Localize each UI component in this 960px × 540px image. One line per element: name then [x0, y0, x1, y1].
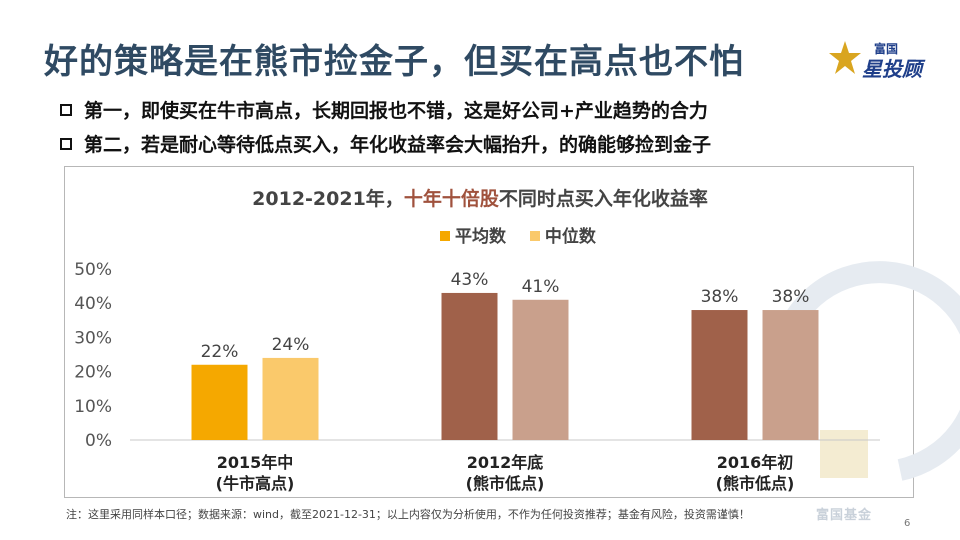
data-label: 22% [201, 342, 239, 362]
bar [441, 292, 498, 440]
chart-title-prefix: 2012-2021年， [252, 188, 404, 210]
footnote: 注：这里采用同样本口径；数据来源：wind，截至2021-12-31；以上内容仅… [66, 508, 750, 521]
bullet-point-2: 第二，若是耐心等待低点买入，年化收益率会大幅抬升，的确能够捡到金子 [60, 130, 711, 157]
bar [762, 310, 819, 440]
chart-title-highlight: 十年十倍股 [403, 188, 499, 210]
x-tick-label: (熊市低点) [466, 474, 545, 493]
data-label: 38% [772, 287, 810, 307]
y-tick-label: 0% [85, 431, 112, 451]
legend-item-median: 中位数 [529, 227, 596, 247]
data-label: 38% [701, 287, 739, 307]
y-tick-label: 10% [74, 397, 112, 417]
watermark-text: 富国基金 [816, 508, 873, 523]
bullet-point-1: 第一，即使买在牛市高点，长期回报也不错，这是好公司+产业趋势的合力 [60, 96, 708, 123]
slide-title: 好的策略是在熊市捡金子，但买在高点也不怕 [44, 42, 744, 82]
data-label: 41% [522, 277, 560, 297]
bar [512, 299, 569, 440]
legend-label-mean: 平均数 [455, 227, 506, 247]
star-icon [829, 41, 861, 74]
data-label: 43% [451, 270, 489, 290]
x-tick-label: 2016年初 [717, 453, 794, 472]
square-bullet-icon [60, 138, 72, 150]
bullet-text-1: 第一，即使买在牛市高点，长期回报也不错，这是好公司+产业趋势的合力 [84, 100, 708, 122]
data-label: 24% [272, 335, 310, 355]
legend-label-median: 中位数 [544, 227, 596, 247]
page-number: 6 [904, 518, 911, 529]
y-tick-label: 50% [74, 260, 112, 280]
y-tick-label: 30% [74, 328, 112, 348]
brand-logo: 富国 星投顾 [828, 38, 924, 82]
bar [262, 357, 319, 440]
y-tick-label: 40% [74, 294, 112, 314]
x-tick-label: (牛市高点) [216, 474, 295, 493]
y-tick-label: 20% [74, 363, 112, 383]
logo-big-text: 星投顾 [862, 57, 922, 81]
square-bullet-icon [60, 104, 72, 116]
chart-title: 2012-2021年，十年十倍股不同时点买入年化收益率 [0, 184, 960, 211]
legend-swatch-mean [440, 231, 450, 241]
legend-swatch-median [529, 231, 540, 241]
bar [191, 364, 248, 440]
x-tick-label: 2012年底 [467, 453, 544, 472]
logo-small-text: 富国 [874, 42, 899, 56]
bullet-text-2: 第二，若是耐心等待低点买入，年化收益率会大幅抬升，的确能够捡到金子 [84, 134, 712, 156]
x-tick-label: 2015年中 [217, 453, 294, 472]
chart-title-suffix: 不同时点买入年化收益率 [498, 188, 708, 210]
x-tick-label: (熊市低点) [716, 474, 795, 493]
chart-legend: 平均数 中位数 [440, 222, 614, 247]
legend-item-mean: 平均数 [440, 227, 506, 247]
bar [691, 310, 748, 440]
